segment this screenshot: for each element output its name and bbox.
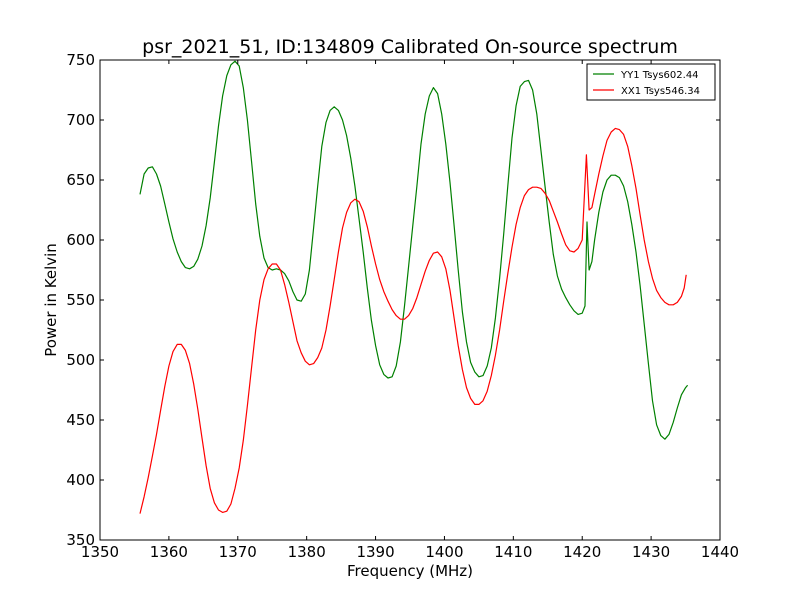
x-tick-label: 1390 <box>356 543 394 561</box>
x-tick-label: 1370 <box>219 543 257 561</box>
x-tick-label: 1430 <box>632 543 670 561</box>
y-tick-label: 700 <box>66 111 95 129</box>
x-tick-label: 1380 <box>288 543 326 561</box>
legend-label-xx1: XX1 Tsys546.34 <box>621 86 700 97</box>
series-layer <box>139 60 689 514</box>
legend-label-yy1: YY1 Tsys602.44 <box>620 70 699 81</box>
x-tick-label: 1350 <box>81 543 119 561</box>
y-tick-label: 600 <box>66 231 95 249</box>
y-axis-ticks: 350 400 450 500 550 600 650 700 750 <box>66 51 720 549</box>
y-axis-label: Power in Kelvin <box>42 243 60 357</box>
legend: YY1 Tsys602.44 XX1 Tsys546.34 <box>586 63 716 101</box>
x-tick-label: 1440 <box>701 543 739 561</box>
x-tick-label: 1400 <box>425 543 463 561</box>
series-line-xx1 <box>139 127 687 514</box>
y-tick-label: 650 <box>66 171 95 189</box>
y-tick-label: 500 <box>66 351 95 369</box>
y-tick-label: 750 <box>66 51 95 69</box>
chart-title: psr_2021_51, ID:134809 Calibrated On-sou… <box>142 36 678 58</box>
x-tick-label: 1410 <box>494 543 532 561</box>
y-tick-label: 450 <box>66 411 95 429</box>
y-tick-label: 400 <box>66 471 95 489</box>
x-axis-ticks: 1350 1360 1370 1380 1390 1400 1410 1420 1430 1440 <box>81 60 739 561</box>
x-tick-label: 1420 <box>563 543 601 561</box>
series-line-yy1 <box>139 60 689 440</box>
legend-box <box>586 63 716 101</box>
x-tick-label: 1360 <box>150 543 188 561</box>
x-axis-label: Frequency (MHz) <box>347 562 473 580</box>
y-tick-label: 550 <box>66 291 95 309</box>
y-tick-label: 350 <box>66 531 95 549</box>
